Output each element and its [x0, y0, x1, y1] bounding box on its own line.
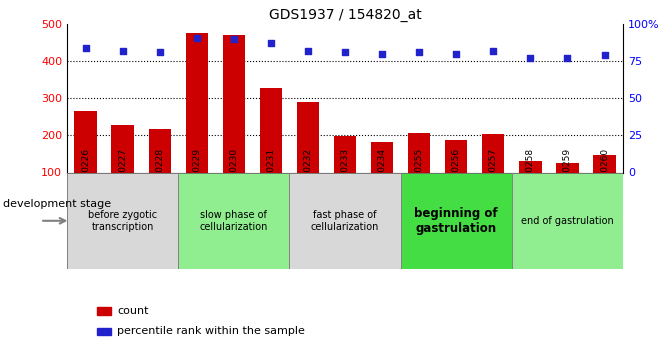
Text: development stage: development stage [3, 199, 111, 208]
Point [80, 45, 91, 51]
Text: count: count [117, 306, 149, 315]
Bar [74, 111, 96, 172]
Text: GSM90228: GSM90228 [155, 148, 164, 197]
Bar [371, 142, 393, 172]
Title: GDS1937 / 154820_at: GDS1937 / 154820_at [269, 8, 421, 22]
Bar [556, 163, 579, 172]
Bar [594, 155, 616, 172]
Bar [512, 172, 623, 269]
Point [451, 51, 462, 57]
Point [340, 50, 350, 55]
Text: GSM90229: GSM90229 [192, 148, 201, 197]
Text: percentile rank within the sample: percentile rank within the sample [117, 326, 305, 336]
Bar [297, 102, 319, 172]
Point [303, 48, 314, 53]
Point [192, 35, 202, 40]
Point [414, 50, 425, 55]
Bar [289, 172, 401, 269]
Point [525, 56, 536, 61]
Text: GSM90230: GSM90230 [229, 148, 239, 197]
Text: slow phase of
cellularization: slow phase of cellularization [200, 210, 268, 231]
Text: GSM90232: GSM90232 [304, 148, 312, 197]
Bar [67, 172, 178, 269]
Point [562, 56, 573, 61]
Bar [401, 172, 512, 269]
Text: fast phase of
cellularization: fast phase of cellularization [311, 210, 379, 231]
Text: GSM90255: GSM90255 [415, 148, 423, 197]
Point [117, 48, 128, 53]
Bar [482, 134, 505, 172]
Text: GSM90259: GSM90259 [563, 148, 572, 197]
Bar [222, 35, 245, 172]
Text: GSM90260: GSM90260 [600, 148, 609, 197]
Bar [445, 140, 468, 172]
Bar [178, 172, 289, 269]
Text: GSM90226: GSM90226 [81, 148, 90, 197]
Point [228, 36, 239, 42]
Point [265, 41, 276, 46]
Bar [334, 136, 356, 172]
Text: GSM90233: GSM90233 [340, 148, 350, 197]
Text: GSM90227: GSM90227 [118, 148, 127, 197]
Bar [519, 161, 541, 172]
Bar [111, 125, 134, 172]
Text: beginning of
gastrulation: beginning of gastrulation [415, 207, 498, 235]
Bar [186, 33, 208, 172]
Point [488, 48, 498, 53]
Text: GSM90234: GSM90234 [378, 148, 387, 197]
Point [377, 51, 387, 57]
Point [154, 50, 165, 55]
Text: GSM90256: GSM90256 [452, 148, 461, 197]
Text: GSM90231: GSM90231 [267, 148, 275, 197]
Text: end of gastrulation: end of gastrulation [521, 216, 614, 226]
Bar [260, 88, 282, 172]
Bar [149, 129, 171, 172]
Text: GSM90257: GSM90257 [489, 148, 498, 197]
Text: before zygotic
transcription: before zygotic transcription [88, 210, 157, 231]
Text: GSM90258: GSM90258 [526, 148, 535, 197]
Bar [408, 133, 430, 172]
Point [599, 52, 610, 58]
